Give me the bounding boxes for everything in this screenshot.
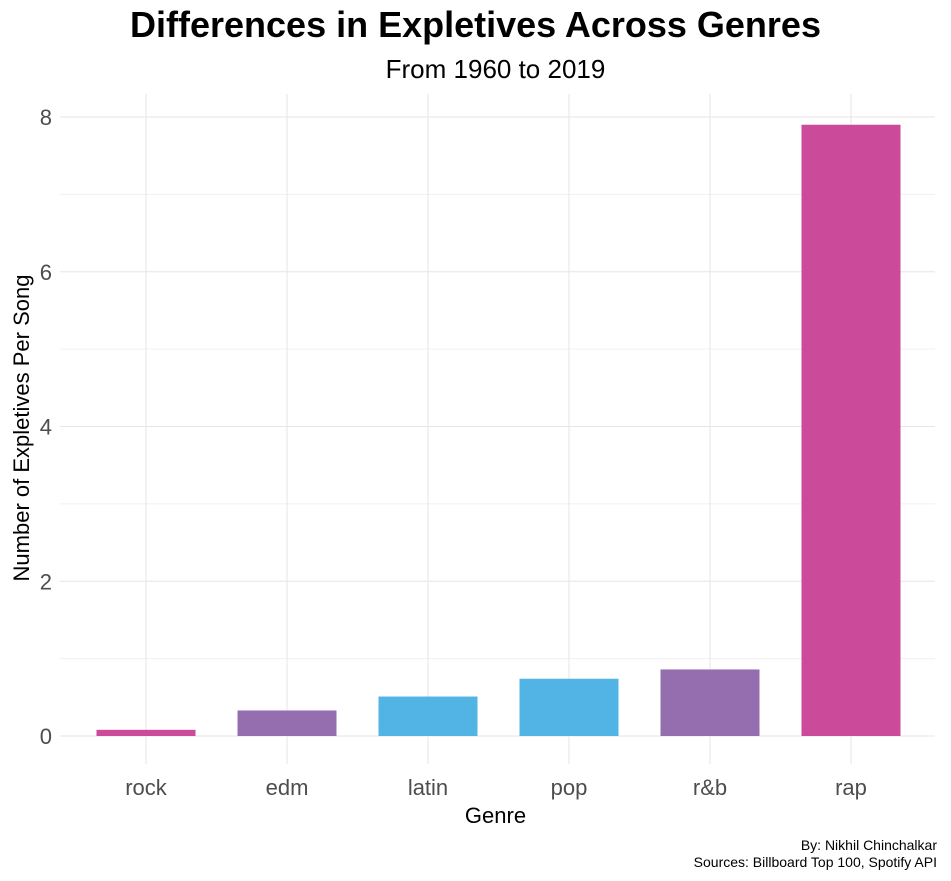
chart-caption: By: Nikhil Chinchalkar Sources: Billboar… xyxy=(694,837,937,871)
x-tick-label: rap xyxy=(835,775,867,800)
caption-author: By: Nikhil Chinchalkar xyxy=(800,837,937,853)
y-tick-label: 0 xyxy=(40,724,52,749)
y-axis-label: Number of Expletives Per Song xyxy=(9,274,34,582)
y-tick-label: 6 xyxy=(40,260,52,285)
x-tick-label: edm xyxy=(266,775,309,800)
major-gridlines xyxy=(60,94,935,764)
x-tick-label: r&b xyxy=(693,775,727,800)
y-tick-label: 8 xyxy=(40,105,52,130)
bar-edm xyxy=(237,710,337,736)
minor-gridlines xyxy=(60,193,935,660)
bar-latin xyxy=(378,696,478,736)
caption-sources: Sources: Billboard Top 100, Spotify API xyxy=(693,854,937,870)
bar-pop xyxy=(519,678,619,736)
chart-subtitle: From 1960 to 2019 xyxy=(385,54,606,84)
chart-title: Differences in Expletives Across Genres xyxy=(130,4,821,45)
x-tick-label: pop xyxy=(551,775,588,800)
y-tick-label: 4 xyxy=(40,415,52,440)
x-tick-labels: rock edm latin pop r&b rap xyxy=(125,775,867,800)
x-tick-label: latin xyxy=(408,775,448,800)
y-tick-labels: 0 2 4 6 8 xyxy=(40,105,52,749)
bar-rb xyxy=(660,669,760,736)
x-tick-label: rock xyxy=(125,775,168,800)
y-tick-label: 2 xyxy=(40,569,52,594)
bars xyxy=(96,124,901,737)
bar-rap xyxy=(801,124,901,737)
x-axis-label: Genre xyxy=(464,803,527,828)
bar-rock xyxy=(96,729,196,736)
